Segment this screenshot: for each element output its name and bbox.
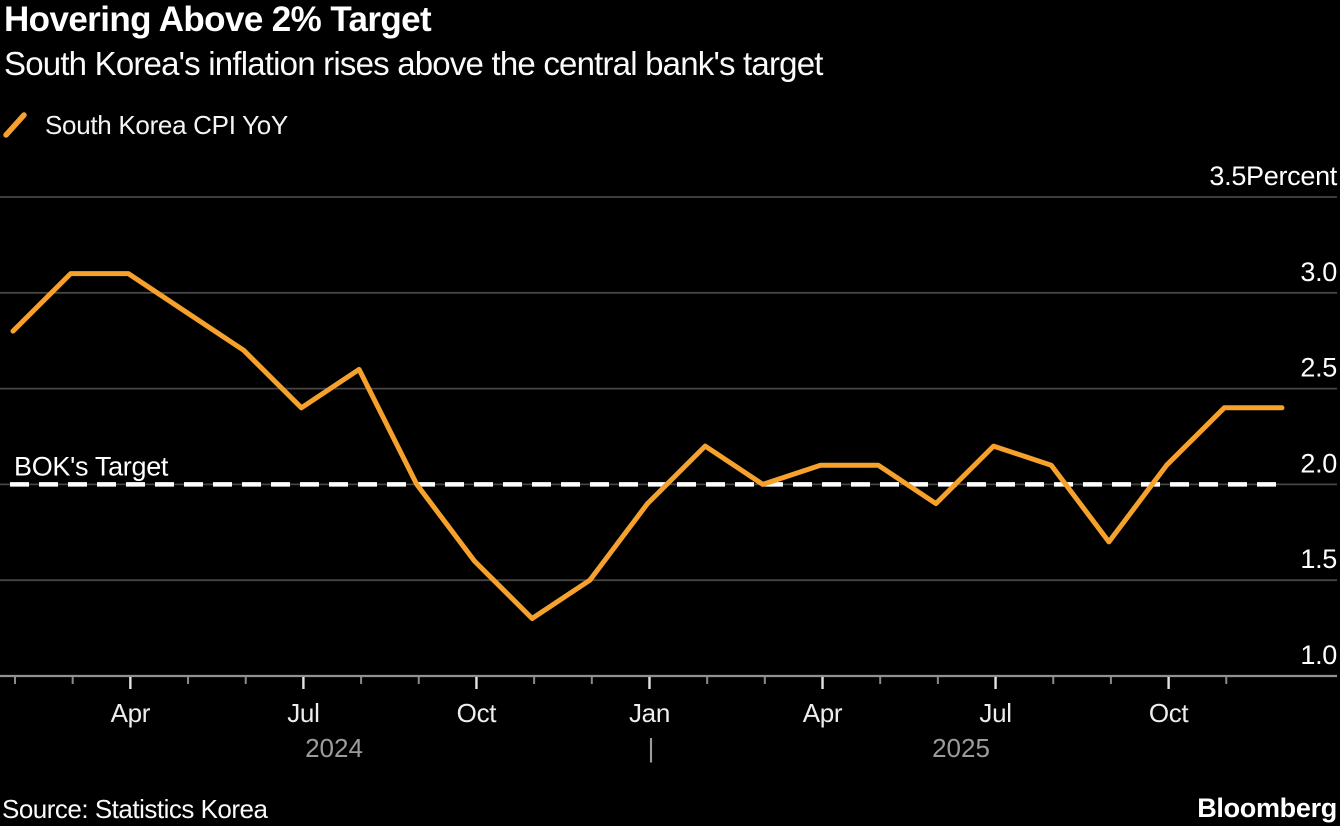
- x-tick-label: Apr: [803, 698, 843, 728]
- x-tick-label: Apr: [111, 698, 151, 728]
- chart-title: Hovering Above 2% Target: [4, 0, 432, 39]
- x-tick-label: Jul: [287, 698, 319, 728]
- bloomberg-logo: Bloomberg: [1197, 793, 1337, 823]
- y-tick-label: 1.0: [1300, 640, 1337, 670]
- y-tick-label: 2.5: [1300, 353, 1337, 383]
- source-note: Source: Statistics Korea: [2, 794, 268, 824]
- y-tick-label: 3.0: [1300, 257, 1337, 287]
- legend-series-marker-icon: [3, 112, 27, 138]
- y-tick-label: 3.5Percent: [1209, 161, 1337, 191]
- x-tick-label: Oct: [457, 698, 498, 728]
- x-tick-label: Jul: [979, 698, 1011, 728]
- chart-subtitle: South Korea's inflation rises above the …: [4, 45, 823, 82]
- legend-series-label: South Korea CPI YoY: [45, 109, 288, 140]
- y-tick-label: 2.0: [1300, 448, 1337, 478]
- year-separator: |: [648, 733, 655, 763]
- x-tick-label: Oct: [1149, 698, 1190, 728]
- year-label: 2025: [932, 733, 990, 763]
- series-line: [10, 271, 1285, 621]
- y-tick-label: 1.5: [1300, 544, 1337, 574]
- x-tick-label: Jan: [629, 698, 670, 728]
- legend-marker-line: [3, 112, 27, 138]
- year-label: 2024: [305, 733, 363, 763]
- legend: South Korea CPI YoY: [2, 108, 288, 142]
- target-line-label: BOK's Target: [14, 451, 169, 481]
